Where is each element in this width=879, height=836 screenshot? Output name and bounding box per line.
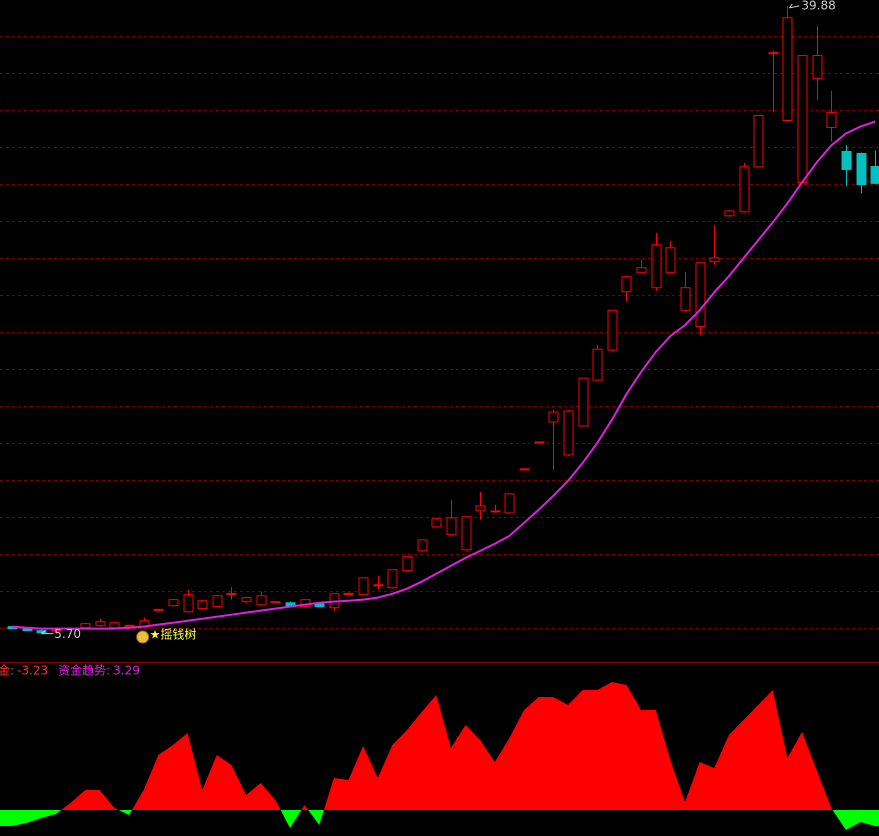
candle-body xyxy=(124,624,135,627)
candle-body xyxy=(826,112,837,128)
candle-body xyxy=(636,267,647,274)
readout-label: 金: xyxy=(0,663,14,678)
high-label: 39.88 xyxy=(801,0,835,12)
candle-body xyxy=(183,594,194,613)
candle-body xyxy=(417,539,428,552)
candle-body xyxy=(475,505,486,512)
candle-body xyxy=(768,52,779,55)
candle-body xyxy=(212,595,223,608)
candle-body xyxy=(461,516,472,551)
candle-body xyxy=(490,510,501,513)
signal-label: ★摇钱树 xyxy=(150,627,197,642)
signal-icon xyxy=(136,630,150,644)
candle-body xyxy=(724,210,735,217)
low-label: 5.70 xyxy=(54,627,81,641)
candle-body xyxy=(95,621,106,627)
moving-average xyxy=(11,120,876,630)
candle-body xyxy=(592,348,603,381)
candle-body xyxy=(534,441,545,444)
candle-body xyxy=(797,55,808,183)
readout-value: -3.23 xyxy=(17,664,48,678)
area-positive xyxy=(0,682,879,810)
candle-body xyxy=(870,166,879,184)
candle-body xyxy=(709,257,720,263)
candle-body xyxy=(431,518,442,528)
candle-body xyxy=(109,622,120,629)
readout-value: 3.29 xyxy=(113,664,140,678)
candle-body xyxy=(578,377,589,427)
candle-body xyxy=(519,468,530,471)
candle-body xyxy=(695,262,706,328)
candle-body xyxy=(373,584,384,587)
candle-body xyxy=(358,577,369,596)
candle-body xyxy=(387,569,398,589)
candle-body xyxy=(812,55,823,80)
candle-body xyxy=(241,597,252,603)
candle-body xyxy=(856,152,867,185)
candle-body xyxy=(168,599,179,607)
candle-body xyxy=(270,601,281,604)
candle-body xyxy=(226,592,237,595)
candle-body xyxy=(739,166,750,213)
candle-body xyxy=(446,517,457,536)
candle-body xyxy=(256,595,267,606)
candle-body xyxy=(680,287,691,311)
candle-body xyxy=(402,556,413,572)
candle-body xyxy=(782,17,793,121)
candle-body xyxy=(665,247,676,274)
candle-body xyxy=(504,493,515,514)
readout-label: 资金趋势: xyxy=(58,663,110,678)
candle-body xyxy=(548,411,559,423)
candle-body xyxy=(621,276,632,293)
candle-body xyxy=(36,630,47,634)
candle-body xyxy=(80,623,91,629)
high-arrow xyxy=(788,3,800,9)
candle-body xyxy=(563,410,574,456)
candle-body xyxy=(607,309,618,351)
candle-body xyxy=(51,629,62,632)
candle-body xyxy=(841,150,852,170)
candle-body xyxy=(343,592,354,595)
candle-body xyxy=(153,608,164,611)
low-arrow xyxy=(40,630,54,635)
candle-body xyxy=(651,244,662,289)
candle-body xyxy=(753,115,764,168)
candle-body xyxy=(197,600,208,610)
